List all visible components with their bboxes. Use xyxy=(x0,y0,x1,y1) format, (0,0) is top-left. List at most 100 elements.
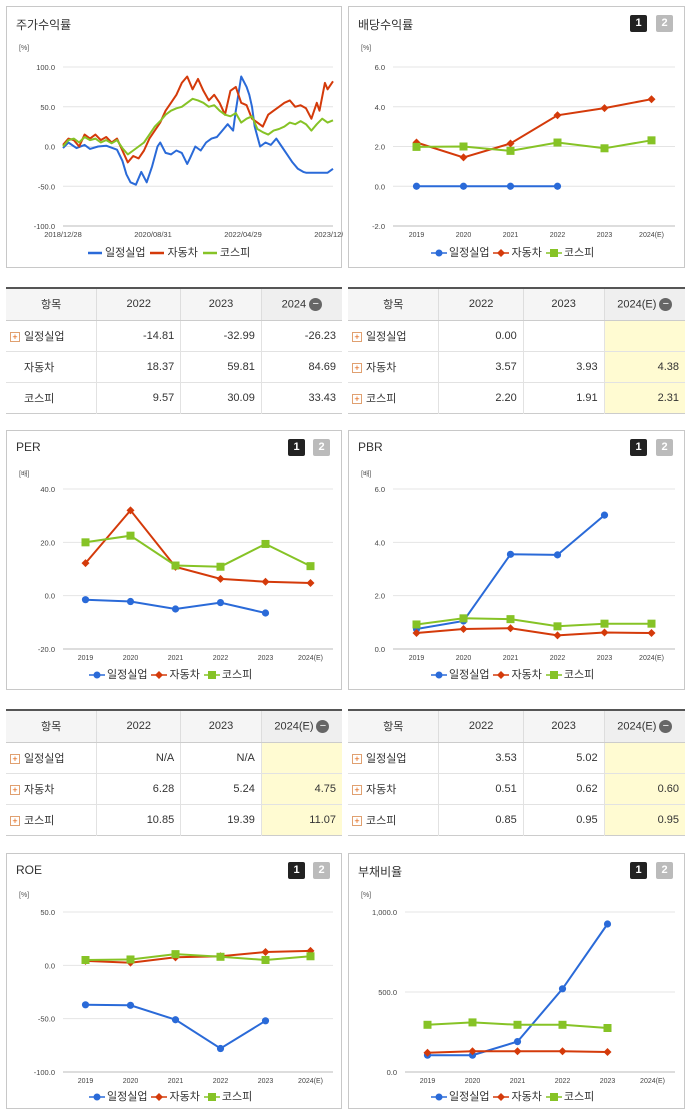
kospi-point[interactable] xyxy=(261,539,270,548)
kospi-point[interactable] xyxy=(506,146,515,155)
auto-point[interactable] xyxy=(261,577,270,586)
page-2-button[interactable]: 2 xyxy=(313,439,330,456)
auto-point[interactable] xyxy=(261,948,270,956)
kospi-legend-label[interactable]: 코스피 xyxy=(221,669,253,681)
kospi-legend-label[interactable]: 코스피 xyxy=(563,1091,595,1103)
iljeong-point[interactable] xyxy=(261,609,270,617)
expand-plus-icon[interactable]: + xyxy=(10,784,20,795)
page-2-button[interactable]: 2 xyxy=(656,439,673,456)
kospi-point[interactable] xyxy=(647,619,656,628)
page-1-button[interactable]: 1 xyxy=(288,862,305,879)
kospi-point[interactable] xyxy=(306,952,315,961)
iljeong-point[interactable] xyxy=(171,605,180,613)
kospi-point[interactable] xyxy=(126,531,135,540)
auto-point[interactable] xyxy=(553,111,562,120)
auto-point[interactable] xyxy=(603,1048,612,1056)
page-1-button[interactable]: 1 xyxy=(288,439,305,456)
kospi-point[interactable] xyxy=(468,1018,477,1027)
expand-plus-icon[interactable]: + xyxy=(352,393,362,404)
auto-legend-label[interactable]: 자동차 xyxy=(511,1091,542,1103)
auto-point[interactable] xyxy=(600,104,609,113)
auto-point[interactable] xyxy=(459,153,468,162)
kospi-point[interactable] xyxy=(506,615,515,624)
iljeong-point[interactable] xyxy=(81,1001,90,1009)
kospi-point[interactable] xyxy=(459,142,468,151)
iljeong-point[interactable] xyxy=(553,182,562,190)
iljeong-point[interactable] xyxy=(216,599,225,607)
kospi-point[interactable] xyxy=(171,561,180,570)
expand-plus-icon[interactable]: + xyxy=(352,784,362,795)
iljeong-point[interactable] xyxy=(468,1051,477,1059)
auto-point[interactable] xyxy=(126,506,135,515)
kospi-point[interactable] xyxy=(647,136,656,145)
collapse-icon[interactable]: − xyxy=(659,719,673,733)
auto-point[interactable] xyxy=(412,629,421,637)
auto-legend-label[interactable]: 자동차 xyxy=(169,1091,200,1103)
iljeong-point[interactable] xyxy=(600,511,609,519)
kospi-point[interactable] xyxy=(412,620,421,629)
kospi-point[interactable] xyxy=(126,955,135,964)
auto-point[interactable] xyxy=(506,624,515,633)
expand-plus-icon[interactable]: + xyxy=(352,362,362,373)
kospi-point[interactable] xyxy=(513,1020,522,1029)
page-2-button[interactable]: 2 xyxy=(656,15,673,32)
kospi-point[interactable] xyxy=(412,142,421,151)
iljeong-point[interactable] xyxy=(506,550,515,558)
page-1-button[interactable]: 1 xyxy=(630,862,647,879)
expand-plus-icon[interactable]: + xyxy=(352,331,362,342)
auto-point[interactable] xyxy=(306,579,315,587)
iljeong-point[interactable] xyxy=(553,551,562,559)
kospi-point[interactable] xyxy=(558,1020,567,1029)
iljeong-point[interactable] xyxy=(558,985,567,993)
kospi-legend-label[interactable]: 코스피 xyxy=(219,247,251,259)
auto-legend-label[interactable]: 자동차 xyxy=(169,669,200,681)
auto-point[interactable] xyxy=(81,559,90,568)
expand-plus-icon[interactable]: + xyxy=(10,815,20,826)
kospi-point[interactable] xyxy=(171,950,180,959)
iljeong-point[interactable] xyxy=(459,182,468,190)
kospi-point[interactable] xyxy=(553,138,562,147)
expand-plus-icon[interactable]: + xyxy=(10,753,20,764)
iljeong-legend-label[interactable]: 일정실업 xyxy=(449,669,490,681)
page-2-button[interactable]: 2 xyxy=(656,862,673,879)
auto-point[interactable] xyxy=(468,1047,477,1056)
iljeong-point[interactable] xyxy=(126,597,135,606)
auto-legend-label[interactable]: 자동차 xyxy=(511,247,542,259)
auto-legend-label[interactable]: 자동차 xyxy=(511,669,542,681)
kospi-legend-label[interactable]: 코스피 xyxy=(563,247,595,259)
iljeong-point[interactable] xyxy=(506,182,515,190)
auto-point[interactable] xyxy=(553,631,562,640)
iljeong-point[interactable] xyxy=(126,1001,135,1009)
kospi-point[interactable] xyxy=(261,956,270,964)
auto-point[interactable] xyxy=(558,1047,567,1056)
iljeong-legend-label[interactable]: 일정실업 xyxy=(107,669,148,681)
expand-plus-icon[interactable]: + xyxy=(352,815,362,826)
auto-point[interactable] xyxy=(459,625,468,633)
iljeong-legend-label[interactable]: 일정실업 xyxy=(449,1091,490,1103)
iljeong-point[interactable] xyxy=(171,1016,180,1024)
kospi-point[interactable] xyxy=(81,538,90,547)
collapse-icon[interactable]: − xyxy=(316,719,330,733)
auto-point[interactable] xyxy=(647,95,656,104)
collapse-icon[interactable]: − xyxy=(659,297,673,311)
auto-point[interactable] xyxy=(423,1048,432,1057)
kospi-point[interactable] xyxy=(306,562,315,571)
kospi-point[interactable] xyxy=(81,956,90,964)
kospi-legend-label[interactable]: 코스피 xyxy=(221,1091,253,1103)
auto-point[interactable] xyxy=(513,1047,522,1056)
kospi-point[interactable] xyxy=(600,619,609,628)
auto-point[interactable] xyxy=(506,139,515,148)
iljeong-point[interactable] xyxy=(216,1044,225,1053)
expand-plus-icon[interactable]: + xyxy=(10,331,20,342)
iljeong-point[interactable] xyxy=(412,182,421,190)
kospi-point[interactable] xyxy=(553,622,562,631)
iljeong-legend-label[interactable]: 일정실업 xyxy=(449,247,490,259)
page-2-button[interactable]: 2 xyxy=(313,862,330,879)
kospi-point[interactable] xyxy=(216,562,225,571)
auto-legend-label[interactable]: 자동차 xyxy=(167,247,198,259)
iljeong-legend-label[interactable]: 일정실업 xyxy=(105,247,146,259)
iljeong-legend-label[interactable]: 일정실업 xyxy=(107,1091,148,1103)
auto-point[interactable] xyxy=(306,946,315,955)
kospi-point[interactable] xyxy=(423,1020,432,1029)
auto-point[interactable] xyxy=(647,629,656,637)
